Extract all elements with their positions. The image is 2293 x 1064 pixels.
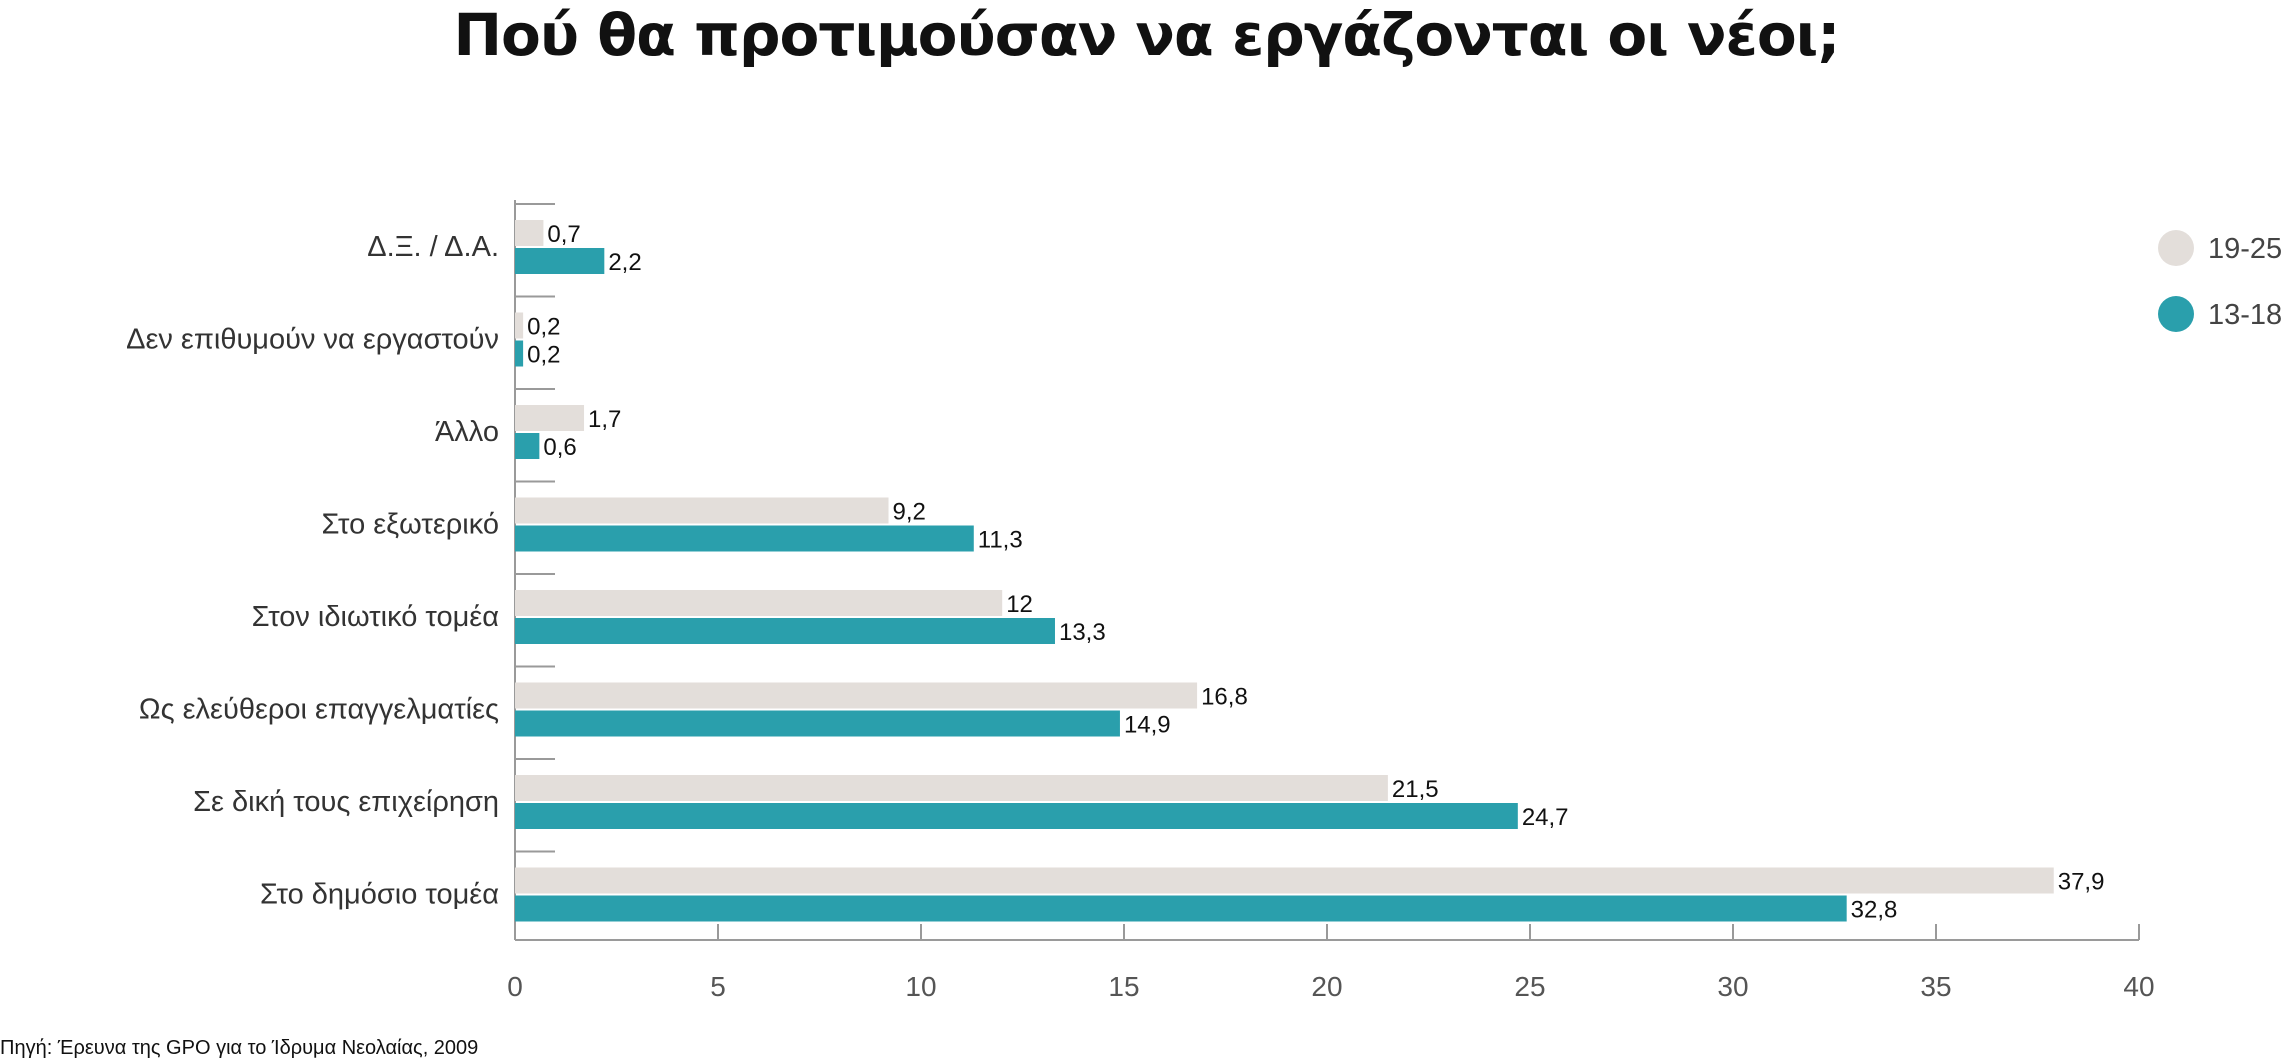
value-label: 16,8: [1201, 684, 1248, 711]
value-label: 32,8: [1851, 897, 1898, 924]
axes: 0 5 10 15 20 25 30 35 40: [507, 200, 2155, 1002]
x-tick-label: 40: [2123, 971, 2154, 1002]
bar-19-25: [515, 220, 544, 246]
value-label: 13,3: [1059, 619, 1106, 646]
bar-13-18: [515, 433, 540, 459]
value-label: 9,2: [893, 499, 926, 526]
value-label: 21,5: [1392, 776, 1439, 803]
value-label: 0,7: [547, 221, 580, 248]
value-label: 0,2: [527, 314, 560, 341]
x-tick-label: 15: [1108, 971, 1139, 1002]
value-label: 0,6: [543, 434, 576, 461]
bar-13-18: [515, 803, 1518, 829]
value-label: 2,2: [608, 249, 641, 276]
legend-label: 13-18: [2208, 299, 2282, 331]
category-label: Σε δική τους επιχείρηση: [193, 786, 499, 818]
bar-19-25: [515, 682, 1198, 709]
category-label: Στον ιδιωτικό τομέα: [252, 601, 499, 633]
bar-13-18: [515, 895, 1847, 922]
bar-19-25: [515, 775, 1388, 801]
value-label: 1,7: [588, 406, 621, 433]
x-tick-label: 20: [1311, 971, 1342, 1002]
labels: Δ.Ξ. / Δ.Α. 0,7 2,2 Δεν επιθυμούν να εργαστ…: [126, 221, 2104, 924]
bar-19-25: [515, 590, 1003, 616]
x-tick-label: 0: [507, 971, 523, 1002]
bar-13-18: [515, 525, 974, 552]
chart-title: Πού θα προτιμούσαν να εργάζονται οι νέοι…: [453, 1, 1841, 69]
bar-19-25: [515, 405, 585, 431]
category-label: Δ.Ξ. / Δ.Α.: [367, 231, 499, 263]
value-label: 37,9: [2058, 869, 2105, 896]
value-label: 11,3: [978, 527, 1023, 554]
category-label: Δεν επιθυμούν να εργαστούν: [126, 324, 499, 356]
x-tick-label: 5: [710, 971, 726, 1002]
value-label: 24,7: [1522, 804, 1569, 831]
value-label: 14,9: [1124, 712, 1171, 739]
legend: 19-25 13-18: [2158, 230, 2282, 332]
bar-13-18: [515, 618, 1055, 644]
bars: [515, 220, 2054, 922]
bar-13-18: [515, 340, 524, 367]
bar-13-18: [515, 248, 605, 274]
legend-swatch: [2158, 230, 2194, 266]
x-tick-label: 30: [1717, 971, 1748, 1002]
value-label: 12: [1006, 591, 1033, 618]
category-label: Άλλο: [435, 416, 499, 448]
bar-19-25: [515, 867, 2054, 894]
x-tick-label: 35: [1920, 971, 1951, 1002]
bar-19-25: [515, 497, 889, 524]
category-label: Ως ελεύθεροι επαγγελματίες: [139, 694, 499, 726]
x-tick-label: 10: [905, 971, 936, 1002]
legend-swatch: [2158, 296, 2194, 332]
bar-19-25: [515, 312, 524, 339]
bar-13-18: [515, 710, 1120, 737]
value-label: 0,2: [527, 342, 560, 369]
source-note: Πηγή: Έρευνα της GPO για το Ίδρυμα Νεολα…: [0, 1037, 479, 1059]
category-label: Στο δημόσιο τομέα: [260, 879, 499, 911]
x-tick-label: 25: [1514, 971, 1545, 1002]
legend-label: 19-25: [2208, 233, 2282, 265]
category-label: Στο εξωτερικό: [321, 509, 499, 541]
